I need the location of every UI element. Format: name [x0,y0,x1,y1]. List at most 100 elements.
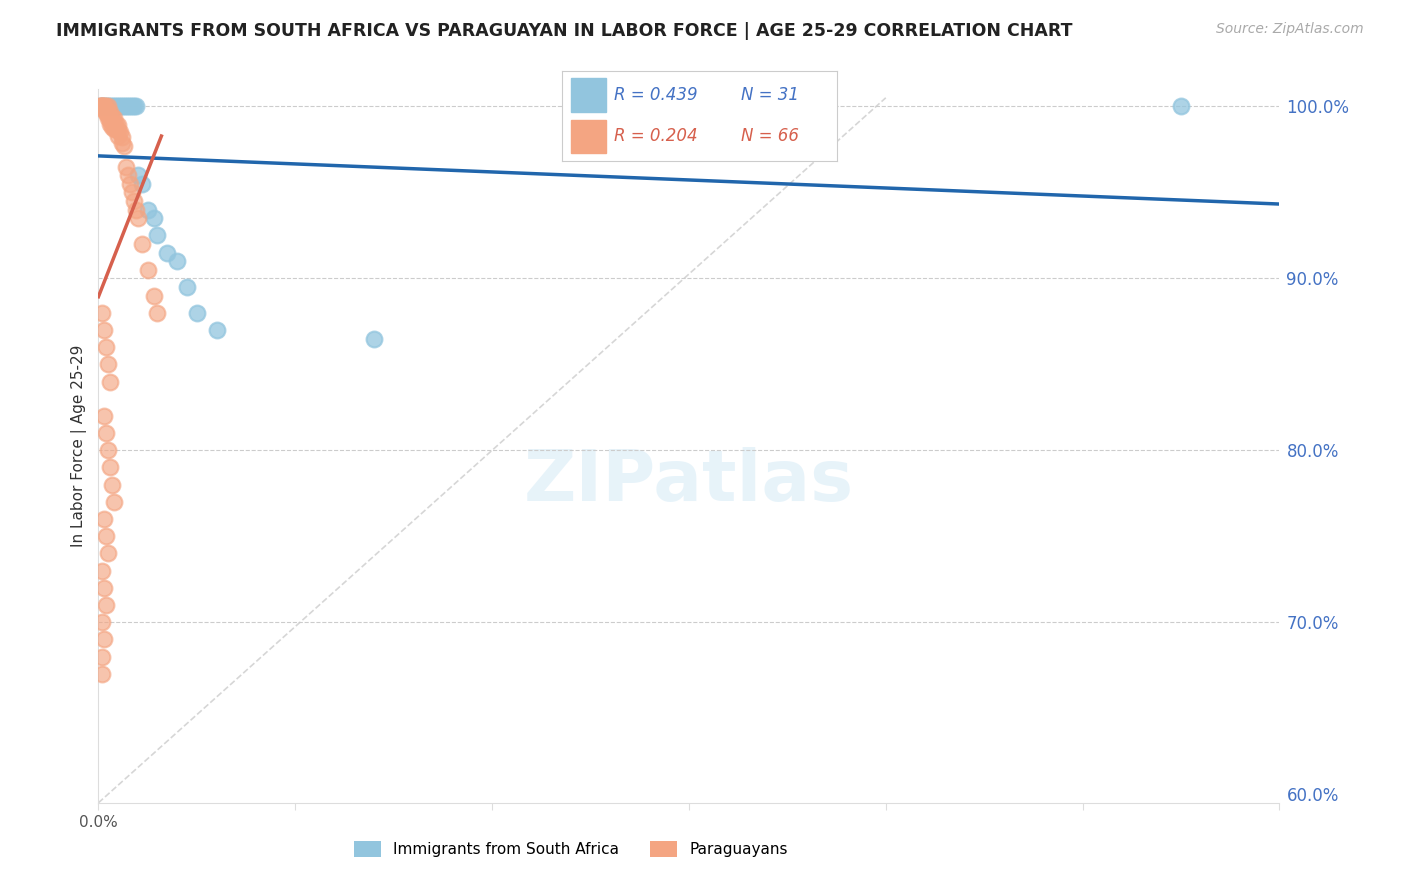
Point [91,306,114,320]
Point [166,254,188,268]
Point [105,121,128,136]
Point [93,99,115,113]
Point [1170,99,1192,113]
Point [93,581,115,595]
Point [125,202,148,217]
Point [107,123,129,137]
Point [91,649,114,664]
Point [91,666,114,681]
Point [131,236,153,251]
Point [98,117,121,131]
Point [91,99,114,113]
Point [118,99,141,113]
Point [93,99,115,113]
Point [103,495,125,509]
Point [142,211,165,226]
Point [103,99,125,113]
Point [105,117,128,131]
Point [93,409,115,423]
Point [98,104,121,119]
Point [107,99,129,113]
Point [101,99,124,113]
Text: Source: ZipAtlas.com: Source: ZipAtlas.com [1216,22,1364,37]
Point [122,194,145,208]
Point [105,99,128,113]
Point [91,99,114,113]
Point [107,128,129,143]
Point [111,99,134,113]
Point [89,99,111,113]
Point [93,103,115,117]
Point [93,632,115,647]
Point [91,564,114,578]
Point [117,99,139,113]
Point [96,598,118,612]
Point [131,177,153,191]
Point [97,99,120,113]
Bar [571,120,606,153]
Point [97,108,120,122]
Point [142,288,165,302]
Point [186,306,208,320]
Point [96,99,118,113]
Text: IMMIGRANTS FROM SOUTH AFRICA VS PARAGUAYAN IN LABOR FORCE | AGE 25-29 CORRELATIO: IMMIGRANTS FROM SOUTH AFRICA VS PARAGUAY… [56,22,1073,40]
Point [91,99,114,113]
Point [111,130,134,145]
Point [96,426,118,441]
Point [98,375,121,389]
Point [96,529,118,543]
Point [107,118,129,132]
Point [97,99,120,113]
Text: R = 0.439: R = 0.439 [614,87,699,104]
Text: N = 31: N = 31 [741,87,799,104]
Point [127,168,149,182]
Point [136,262,159,277]
Legend: Immigrants from South Africa, Paraguayans: Immigrants from South Africa, Paraguayan… [347,835,794,863]
Point [122,99,145,113]
Point [103,117,125,131]
Point [89,99,111,113]
Point [121,186,143,200]
Point [103,112,125,126]
Point [97,357,120,371]
Point [108,99,131,113]
Point [156,245,179,260]
Point [97,443,120,458]
Point [97,112,120,126]
Point [115,99,138,113]
Point [97,104,120,119]
Point [112,99,135,113]
Point [98,110,121,124]
Point [97,546,120,560]
Point [96,340,118,354]
Point [98,113,121,128]
Y-axis label: In Labor Force | Age 25-29: In Labor Force | Age 25-29 [72,345,87,547]
Bar [571,78,606,112]
Point [111,136,134,150]
Point [93,512,115,526]
Point [89,99,111,113]
Point [91,615,114,630]
Point [101,120,124,134]
Point [118,177,141,191]
Point [136,202,159,217]
Point [127,211,149,226]
Point [93,99,115,113]
Text: ZIPatlas: ZIPatlas [524,447,853,516]
Point [108,125,131,139]
Point [101,115,124,129]
Point [96,106,118,120]
Point [98,460,121,475]
Point [96,103,118,117]
Point [101,110,124,124]
Point [117,168,139,182]
Point [205,323,228,337]
Point [363,332,385,346]
Point [176,280,198,294]
Point [93,323,115,337]
Point [91,99,114,113]
Point [98,99,121,113]
Point [112,139,135,153]
Point [101,477,124,491]
Point [121,99,143,113]
